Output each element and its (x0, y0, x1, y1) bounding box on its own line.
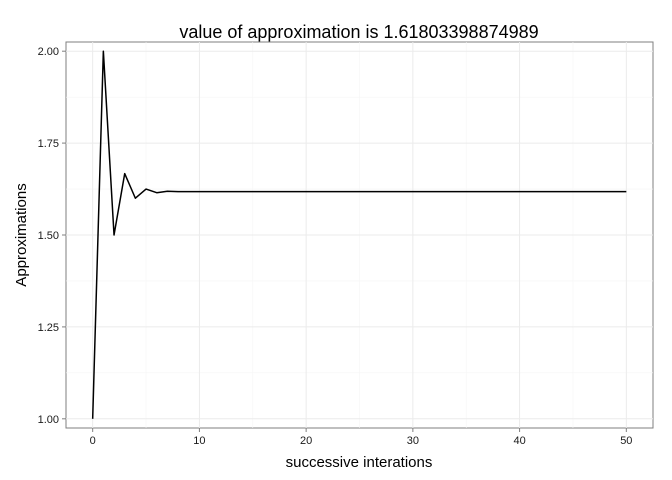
y-axis-title: Approximations (13, 183, 30, 286)
x-tick-label: 10 (193, 435, 205, 447)
y-tick-label: 2.00 (38, 46, 59, 58)
series-layer (91, 50, 627, 419)
x-axis: 0 10 20 30 40 50 (90, 428, 632, 447)
series-line (91, 50, 627, 419)
x-tick-label: 30 (407, 435, 419, 447)
chart-title: value of approximation is 1.618033988749… (179, 22, 538, 42)
x-axis-title: successive interations (286, 454, 433, 471)
y-tick-label: 1.00 (38, 414, 59, 426)
x-tick-label: 20 (300, 435, 312, 447)
grid-major (66, 42, 653, 428)
grid-minor (66, 42, 653, 428)
y-tick-label: 1.50 (38, 230, 59, 242)
y-tick-label: 1.25 (38, 322, 59, 334)
x-tick-label: 50 (620, 435, 632, 447)
x-tick-label: 0 (90, 435, 96, 447)
x-tick-label: 40 (513, 435, 525, 447)
y-axis: 1.00 1.25 1.50 1.75 2.00 (38, 46, 66, 426)
y-tick-label: 1.75 (38, 138, 59, 150)
